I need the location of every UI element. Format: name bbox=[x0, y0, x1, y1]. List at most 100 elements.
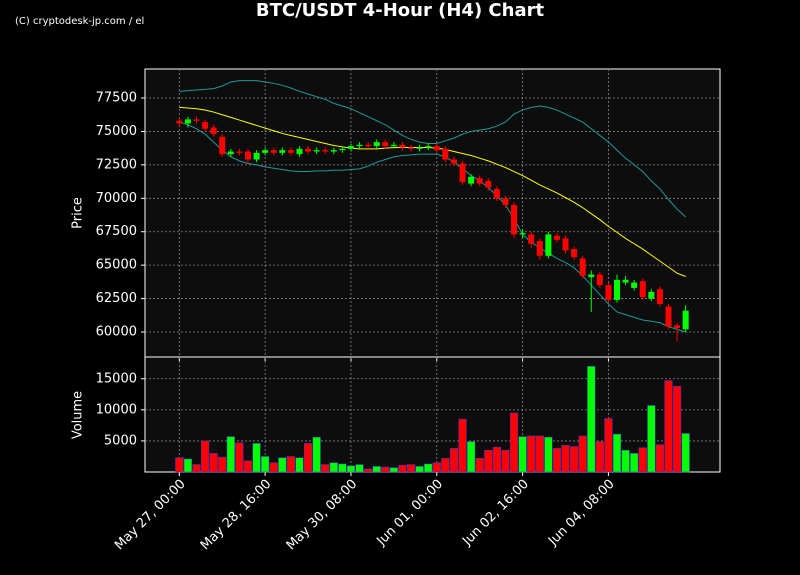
candle-body bbox=[382, 142, 389, 147]
volume-bar bbox=[492, 446, 501, 473]
volume-bar bbox=[561, 445, 570, 473]
candle-body bbox=[596, 274, 603, 286]
volume-bar bbox=[604, 418, 613, 473]
indicator-line bbox=[179, 121, 686, 333]
volume-bar bbox=[346, 465, 356, 473]
y-tick-label: 70000 bbox=[96, 191, 137, 206]
volume-bar bbox=[475, 458, 484, 473]
volume-bar bbox=[587, 366, 596, 473]
volume-bar bbox=[630, 453, 639, 473]
volume-bar bbox=[209, 453, 218, 473]
indicator-line bbox=[179, 80, 687, 218]
candle-body bbox=[656, 289, 663, 304]
volume-bar bbox=[381, 466, 390, 473]
candle-body bbox=[639, 281, 646, 298]
volume-bar bbox=[501, 449, 510, 473]
candle-body bbox=[425, 146, 432, 148]
volume-bar bbox=[278, 457, 287, 473]
candle-body bbox=[562, 238, 569, 251]
volume-bar bbox=[424, 463, 433, 473]
volume-bar bbox=[406, 464, 416, 473]
volume-bar bbox=[638, 447, 647, 473]
watermark: (C) cryptodesk-jp.com / el bbox=[15, 16, 144, 27]
candle-body bbox=[528, 234, 535, 244]
volume-bar bbox=[243, 460, 253, 473]
volume-bar bbox=[467, 441, 476, 473]
candle-body bbox=[493, 188, 500, 199]
candle-body bbox=[605, 285, 612, 300]
candle-body bbox=[614, 279, 621, 300]
volume-bar bbox=[372, 466, 381, 473]
volume-bar bbox=[518, 436, 527, 473]
candle-body bbox=[502, 198, 509, 205]
candle-body bbox=[330, 150, 337, 152]
volume-bar bbox=[432, 462, 441, 473]
volume-bar bbox=[329, 462, 338, 473]
volume-bar bbox=[484, 449, 493, 473]
volume-bar bbox=[509, 412, 519, 473]
volume-bar bbox=[200, 440, 210, 473]
volume-bar bbox=[261, 456, 270, 473]
candle-body bbox=[202, 122, 209, 129]
candle-body bbox=[622, 279, 629, 283]
y-tick-label: 72500 bbox=[96, 157, 137, 172]
candle-body bbox=[210, 127, 217, 135]
y-tick-label: 62500 bbox=[96, 291, 137, 306]
volume-bar bbox=[655, 444, 665, 473]
candle-body bbox=[553, 235, 560, 240]
volume-bar bbox=[535, 435, 544, 473]
candle-body bbox=[176, 120, 183, 124]
candle-body bbox=[588, 274, 595, 278]
candle-body bbox=[287, 150, 294, 153]
volume-bar bbox=[569, 446, 579, 473]
candle-body bbox=[442, 148, 449, 160]
volume-bar bbox=[321, 464, 330, 473]
volume-bar bbox=[235, 442, 244, 473]
volume-bar bbox=[578, 435, 587, 473]
volume-bar bbox=[269, 462, 278, 473]
candle-body bbox=[262, 150, 269, 153]
volume-bar bbox=[621, 449, 630, 473]
volume-bar bbox=[441, 458, 450, 473]
volume-bar bbox=[458, 418, 467, 473]
candle-body bbox=[408, 147, 415, 149]
candle-body bbox=[373, 142, 380, 147]
candle-body bbox=[193, 119, 200, 121]
volume-bar bbox=[312, 436, 321, 473]
y-tick-label: 60000 bbox=[96, 324, 137, 339]
volume-bar bbox=[552, 448, 562, 473]
candle-body bbox=[313, 150, 320, 152]
volume-bar bbox=[295, 457, 304, 473]
candle-body bbox=[665, 306, 672, 327]
y-tick-label: 77500 bbox=[96, 91, 137, 106]
y-tick-label: 65000 bbox=[96, 258, 137, 273]
candle-body bbox=[476, 178, 483, 184]
candle-body bbox=[322, 150, 329, 152]
volume-bar bbox=[218, 456, 227, 473]
candle-body bbox=[399, 144, 406, 148]
candle-body bbox=[450, 159, 457, 164]
candle-body bbox=[648, 291, 655, 299]
volume-bar bbox=[355, 464, 364, 473]
y-tick-label: 10000 bbox=[96, 402, 137, 417]
y-tick-label: 67500 bbox=[96, 224, 137, 239]
volume-bar bbox=[286, 456, 296, 473]
y-axis-label: Volume bbox=[71, 391, 86, 439]
price-panel bbox=[144, 68, 721, 358]
candle-body bbox=[682, 310, 689, 330]
candle-body bbox=[519, 233, 526, 235]
candle-body bbox=[339, 148, 346, 151]
y-tick-label: 75000 bbox=[96, 124, 137, 139]
volume-bar bbox=[364, 468, 373, 473]
candle-body bbox=[270, 150, 277, 153]
volume-bar bbox=[398, 464, 407, 473]
candle-body bbox=[433, 146, 440, 151]
candle-body bbox=[390, 144, 397, 147]
volume-bar bbox=[192, 464, 201, 473]
candle-body bbox=[227, 151, 234, 155]
volume-bar bbox=[415, 466, 424, 473]
candle-body bbox=[674, 325, 681, 328]
candle-body bbox=[305, 148, 312, 152]
candle-body bbox=[347, 146, 354, 149]
volume-bar bbox=[252, 443, 261, 473]
